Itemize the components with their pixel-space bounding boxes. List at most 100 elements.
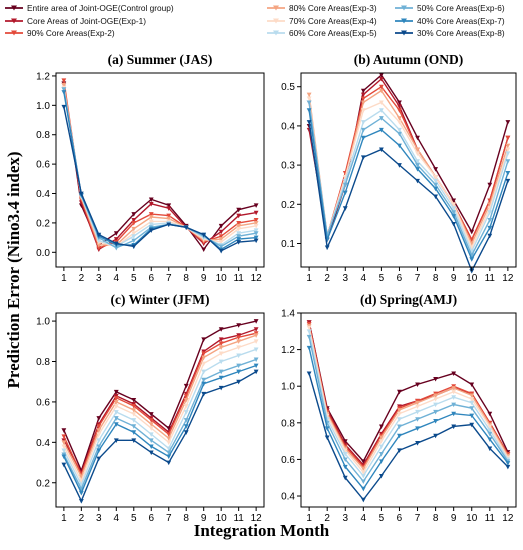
data-point [433, 393, 439, 398]
data-point [61, 448, 67, 454]
panel-title: (b) Autumn (OND) [354, 52, 464, 67]
series-line [308, 110, 509, 261]
x-tick-label: 12 [502, 513, 514, 524]
data-point [166, 222, 172, 228]
data-point [113, 395, 119, 401]
data-point [415, 163, 420, 168]
data-point [505, 461, 511, 466]
data-point [505, 135, 511, 141]
data-point [218, 240, 224, 245]
data-point [487, 437, 493, 442]
data-point [378, 127, 384, 133]
data-point [166, 440, 172, 445]
data-point [131, 397, 137, 403]
data-point [148, 215, 154, 220]
y-tick-label: 0.2 [36, 218, 50, 229]
series-4 [61, 333, 259, 480]
data-point [397, 116, 402, 121]
data-point [96, 432, 102, 437]
x-tick-label: 10 [466, 513, 478, 524]
data-point [415, 147, 420, 153]
series-line [308, 121, 509, 273]
data-point [253, 339, 259, 344]
data-point [306, 96, 312, 102]
y-tick-label: 0.2 [36, 478, 50, 489]
series-6 [61, 347, 259, 488]
y-tick-label: 0.0 [36, 248, 50, 259]
data-point [378, 76, 384, 82]
data-point [218, 234, 224, 239]
data-point [113, 422, 119, 427]
data-point [378, 100, 384, 106]
data-point [96, 416, 102, 421]
data-point [342, 182, 348, 188]
data-point [113, 410, 119, 415]
legend-item: 40% Core Areas(Exp-7) [394, 16, 505, 26]
data-point [148, 197, 154, 203]
x-tick-label: 1 [61, 273, 67, 284]
x-tick-label: 11 [485, 513, 496, 524]
data-point [148, 219, 154, 225]
data-point [397, 417, 402, 422]
data-point [218, 248, 224, 254]
series-9 [61, 369, 259, 504]
x-tick-label: 2 [79, 273, 85, 284]
x-axis-label: Integration Month [193, 521, 330, 540]
data-point [61, 78, 67, 83]
data-point [378, 435, 384, 441]
data-point [78, 499, 84, 504]
data-point [96, 245, 102, 251]
data-point [166, 436, 172, 441]
x-tick-label: 7 [166, 513, 172, 524]
data-point [415, 417, 420, 422]
data-point [218, 351, 224, 357]
data-point [378, 116, 384, 121]
data-point [253, 228, 259, 233]
data-point [236, 237, 242, 242]
data-point [306, 120, 312, 125]
data-point [236, 379, 242, 385]
data-point [505, 143, 511, 149]
data-point [397, 433, 402, 439]
data-point [61, 454, 67, 460]
legend-label: 40% Core Areas(Exp-7) [417, 15, 505, 26]
legend-swatch [395, 18, 413, 23]
data-point [451, 402, 457, 408]
x-tick-label: 6 [397, 513, 403, 524]
x-tick-label: 6 [148, 273, 154, 284]
data-point [96, 456, 102, 462]
series-line [308, 331, 509, 478]
y-tick-label: 0.8 [281, 418, 295, 429]
data-point [236, 335, 242, 340]
data-point [218, 244, 224, 250]
data-point [218, 345, 224, 350]
data-point [487, 233, 493, 239]
panel-title: (d) Spring(AMJ) [360, 292, 457, 307]
data-point [342, 452, 348, 457]
data-point [415, 404, 420, 409]
data-point [397, 120, 402, 125]
x-tick-label: 3 [342, 513, 348, 524]
data-point [166, 450, 172, 456]
data-point [166, 432, 172, 437]
data-point [131, 238, 137, 244]
data-point [451, 214, 457, 219]
x-tick-label: 1 [306, 273, 312, 284]
legend-swatch [267, 5, 285, 11]
data-point [342, 448, 348, 453]
plot-frame [55, 312, 265, 508]
data-point [131, 418, 137, 423]
data-point [451, 395, 457, 400]
legend-label: 80% Core Areas(Exp-3) [289, 3, 377, 13]
data-point [218, 375, 224, 381]
x-tick-label: 1 [61, 513, 67, 524]
x-tick-label: 6 [148, 513, 154, 524]
data-point [378, 424, 384, 430]
data-point [218, 223, 224, 229]
legend-swatch [5, 30, 23, 36]
x-tick-label: 8 [433, 273, 439, 284]
data-point [236, 231, 242, 236]
data-point [131, 218, 137, 223]
series-5 [306, 96, 511, 251]
x-tick-label: 3 [96, 273, 102, 284]
